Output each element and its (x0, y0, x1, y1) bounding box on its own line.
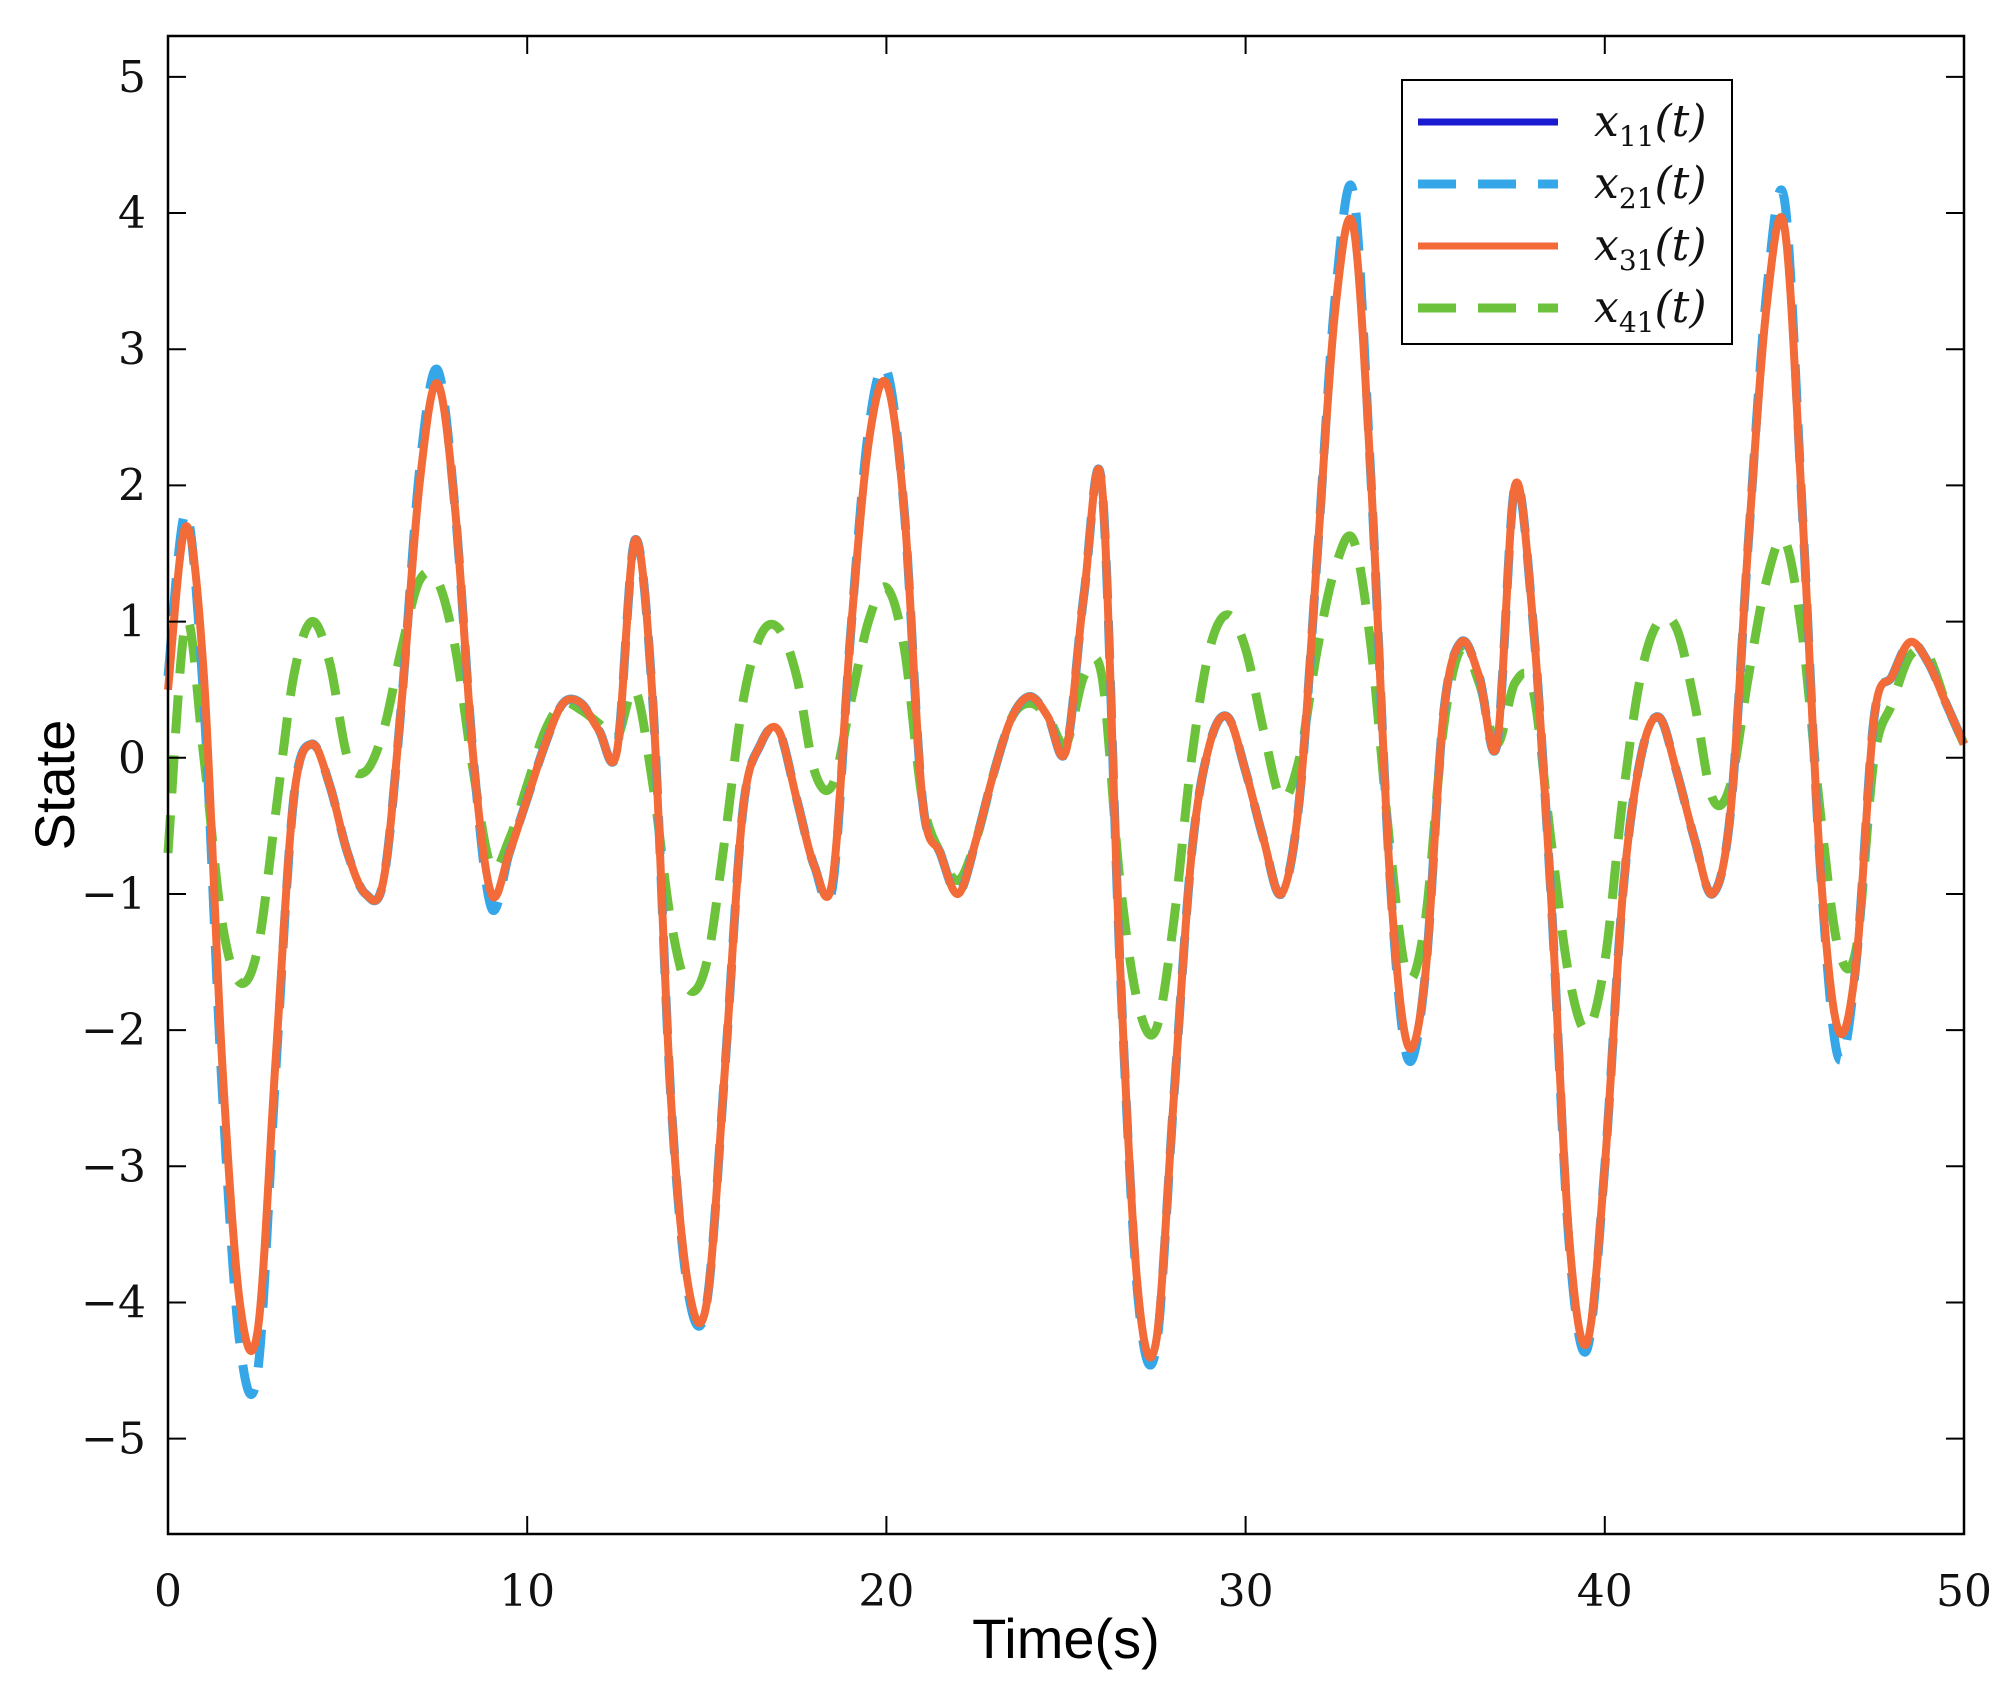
y-tick-label: 0 (118, 733, 146, 784)
legend: x11(t)x21(t)x31(t)x41(t) (1401, 79, 1733, 345)
y-tick-label: 5 (118, 52, 146, 103)
x-tick-label: 0 (154, 1566, 182, 1617)
series-line-41 (163, 531, 1969, 1040)
y-tick-label: −5 (81, 1414, 146, 1465)
x-tick-label: 50 (1936, 1566, 1992, 1617)
y-tick-label: −1 (81, 869, 146, 920)
y-tick-label: −2 (81, 1005, 146, 1056)
series-line-31 (164, 213, 1968, 1362)
x-axis-title: Time(s) (972, 1607, 1160, 1670)
y-tick-label: 1 (118, 597, 146, 648)
y-tick-label: 4 (118, 188, 146, 239)
legend-items: x11(t)x21(t)x31(t)x41(t) (1418, 96, 1706, 339)
x-tick-label: 30 (1218, 1566, 1274, 1617)
y-tick-label: 3 (118, 324, 146, 375)
y-axis-title: State (23, 720, 86, 851)
legend-label-41: x41(t) (1594, 282, 1706, 339)
x-tick-label: 40 (1577, 1566, 1633, 1617)
series-layer (163, 180, 1969, 1399)
y-tick-label: −4 (81, 1277, 146, 1328)
x-tick-label: 10 (499, 1566, 555, 1617)
plot-frame (166, 34, 1966, 1536)
x-tick-label: 20 (858, 1566, 914, 1617)
y-tick-label: 2 (118, 460, 146, 511)
legend-label-21: x21(t) (1594, 158, 1706, 215)
legend-label-11: x11(t) (1594, 96, 1706, 153)
legend-label-31: x31(t) (1594, 220, 1706, 277)
y-tick-label: −3 (81, 1141, 146, 1192)
